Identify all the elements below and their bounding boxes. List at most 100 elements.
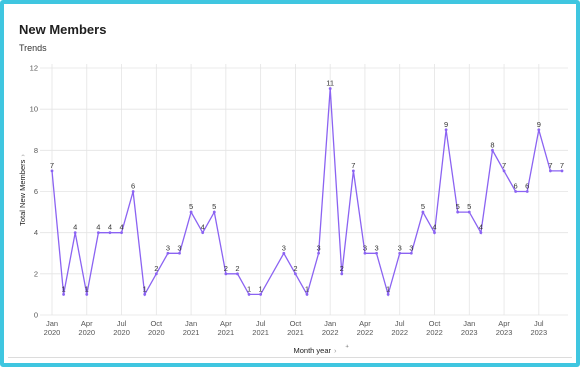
data-label: 1 bbox=[305, 284, 309, 293]
x-tick-label: 2020 bbox=[78, 328, 95, 337]
x-tick-label: 2021 bbox=[183, 328, 200, 337]
data-point[interactable] bbox=[224, 272, 228, 276]
x-tick-label: Apr bbox=[81, 319, 93, 328]
x-tick-label: 2022 bbox=[426, 328, 443, 337]
data-point[interactable] bbox=[328, 87, 332, 90]
y-tick-label: 10 bbox=[30, 105, 38, 114]
data-label: 6 bbox=[514, 182, 518, 191]
x-tick-label: 2022 bbox=[322, 328, 339, 337]
y-tick-label: 6 bbox=[34, 187, 38, 196]
data-label: 4 bbox=[479, 223, 483, 232]
x-tick-label: Jan bbox=[463, 319, 475, 328]
data-point[interactable] bbox=[166, 251, 170, 255]
sort-icon[interactable]: ⁺ bbox=[345, 343, 349, 352]
data-label: 9 bbox=[444, 120, 448, 129]
data-point[interactable] bbox=[120, 231, 123, 235]
x-tick-label: 2020 bbox=[44, 328, 61, 337]
data-point[interactable] bbox=[73, 231, 77, 235]
data-point[interactable] bbox=[479, 231, 483, 235]
data-point[interactable] bbox=[294, 272, 297, 276]
data-point[interactable] bbox=[143, 293, 147, 296]
data-points bbox=[50, 87, 564, 296]
data-point[interactable] bbox=[456, 210, 460, 214]
data-point[interactable] bbox=[351, 169, 355, 173]
data-point[interactable] bbox=[212, 210, 216, 214]
x-tick-label: 2023 bbox=[461, 328, 478, 337]
data-point[interactable] bbox=[549, 169, 552, 173]
data-point[interactable] bbox=[375, 251, 378, 255]
data-point[interactable] bbox=[467, 210, 471, 214]
data-point[interactable] bbox=[131, 190, 135, 193]
data-label: 2 bbox=[293, 264, 297, 273]
data-point[interactable] bbox=[363, 251, 367, 255]
x-tick-label: 2021 bbox=[218, 328, 235, 337]
data-point[interactable] bbox=[259, 293, 263, 296]
data-label: 3 bbox=[317, 243, 321, 252]
data-label: 3 bbox=[166, 243, 170, 252]
x-tick-label: Jan bbox=[324, 319, 336, 328]
data-label: 1 bbox=[143, 284, 147, 293]
data-point[interactable] bbox=[236, 272, 239, 276]
data-point[interactable] bbox=[108, 231, 112, 235]
data-point[interactable] bbox=[386, 293, 390, 296]
data-label: 3 bbox=[374, 243, 378, 252]
data-point[interactable] bbox=[421, 210, 425, 214]
data-label: 11 bbox=[326, 79, 334, 88]
data-point[interactable] bbox=[514, 190, 518, 193]
x-tick-label: 2022 bbox=[357, 328, 374, 337]
data-label: 7 bbox=[502, 161, 506, 170]
x-tick-label: Jul bbox=[256, 319, 266, 328]
data-point[interactable] bbox=[189, 210, 193, 214]
data-label: 5 bbox=[212, 202, 216, 211]
data-point[interactable] bbox=[491, 148, 494, 152]
data-point[interactable] bbox=[178, 251, 181, 255]
data-point[interactable] bbox=[154, 272, 158, 276]
data-point[interactable] bbox=[398, 251, 402, 255]
data-point[interactable] bbox=[305, 293, 309, 296]
data-point[interactable] bbox=[409, 251, 413, 255]
data-point[interactable] bbox=[50, 169, 54, 173]
data-point[interactable] bbox=[560, 169, 564, 173]
x-axis-title-group: Month year › ⁺ bbox=[293, 343, 349, 355]
data-point[interactable] bbox=[433, 231, 436, 235]
data-point[interactable] bbox=[282, 251, 286, 255]
data-label: 7 bbox=[351, 161, 355, 170]
data-label: 9 bbox=[537, 120, 541, 129]
data-point[interactable] bbox=[537, 128, 541, 132]
data-point[interactable] bbox=[201, 231, 205, 235]
data-point[interactable] bbox=[525, 190, 529, 193]
data-label: 1 bbox=[259, 284, 263, 293]
data-point[interactable] bbox=[340, 272, 344, 276]
data-label: 6 bbox=[131, 182, 135, 191]
data-label: 5 bbox=[421, 202, 425, 211]
x-tick-label: Apr bbox=[220, 319, 232, 328]
data-point[interactable] bbox=[317, 251, 320, 255]
data-label: 4 bbox=[108, 223, 112, 232]
x-tick-label: Jul bbox=[395, 319, 405, 328]
data-point[interactable] bbox=[85, 293, 89, 296]
data-point[interactable] bbox=[502, 169, 506, 173]
data-label: 4 bbox=[119, 223, 123, 232]
data-label: 7 bbox=[560, 161, 564, 170]
data-point[interactable] bbox=[444, 128, 448, 132]
data-point[interactable] bbox=[96, 231, 100, 235]
y-tick-label: 4 bbox=[34, 228, 38, 237]
data-label: 3 bbox=[363, 243, 367, 252]
series-line bbox=[51, 88, 562, 297]
x-tick-label: 2020 bbox=[148, 328, 165, 337]
data-label: 1 bbox=[386, 284, 390, 293]
x-tick-label: 2023 bbox=[530, 328, 547, 337]
x-tick-label: Apr bbox=[359, 319, 371, 328]
x-axis-title[interactable]: Month year › bbox=[293, 346, 337, 355]
data-point[interactable] bbox=[247, 293, 251, 296]
data-label: 2 bbox=[224, 264, 228, 273]
data-point[interactable] bbox=[62, 293, 65, 296]
data-label: 1 bbox=[85, 284, 89, 293]
data-label: 7 bbox=[50, 161, 54, 170]
data-label: 4 bbox=[201, 223, 205, 232]
data-label: 3 bbox=[282, 243, 286, 252]
x-tick-label: Jan bbox=[46, 319, 58, 328]
x-tick-label: 2021 bbox=[287, 328, 304, 337]
